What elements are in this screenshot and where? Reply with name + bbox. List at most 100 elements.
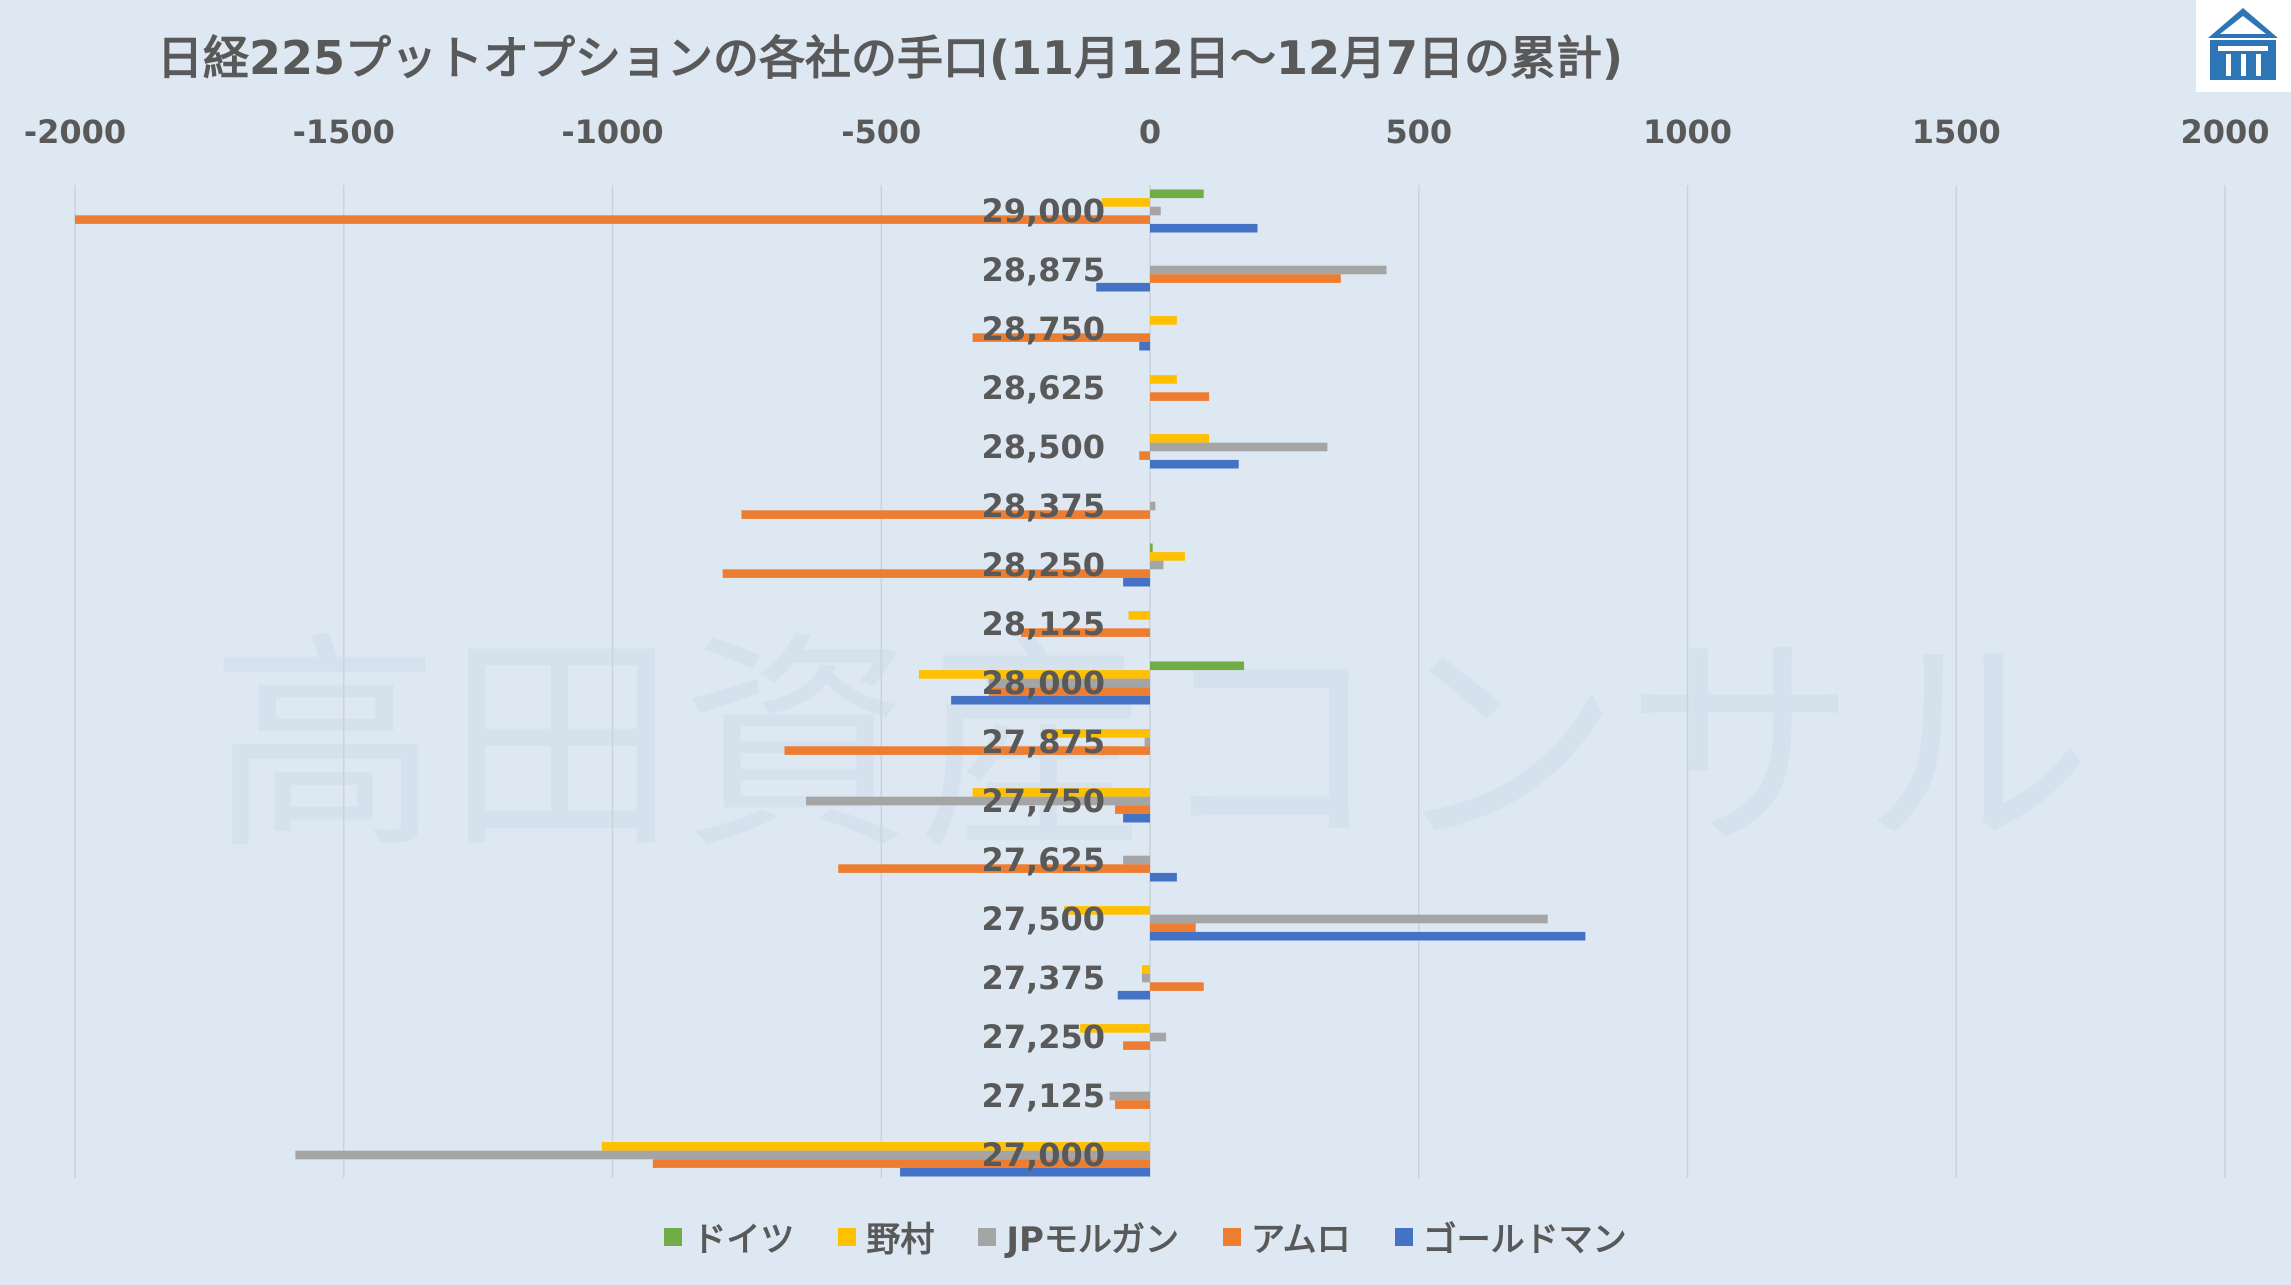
- bar-1-16: [601, 1142, 1150, 1151]
- bar-2-1: [1150, 265, 1387, 275]
- bar-1-4: [1150, 434, 1210, 443]
- x-tick-label: -1000: [561, 113, 663, 151]
- bar-2-13: [1141, 973, 1150, 983]
- bar-4-4: [1150, 459, 1239, 469]
- bar-0-6: [1150, 543, 1153, 553]
- legend-label: アムロ: [1250, 1220, 1351, 1260]
- legend-label: ドイツ: [692, 1220, 795, 1260]
- category-label: 28,750: [982, 310, 1105, 348]
- chart-title: 日経225プットオプションの各社の手口(11月12日～12月7日の累計): [156, 31, 1624, 85]
- bar-2-10: [806, 796, 1150, 806]
- legend-item: ゴールドマン: [1394, 1212, 1627, 1261]
- bar-4-1: [1096, 282, 1150, 292]
- legend-swatch: [1222, 1227, 1241, 1246]
- bar-3-14: [1123, 1041, 1150, 1050]
- category-label: 29,000: [982, 192, 1105, 230]
- bar-3-12: [1150, 923, 1196, 932]
- x-tick-label: 1500: [1912, 113, 2001, 151]
- company-logo-icon: [2196, 0, 2291, 92]
- bar-3-15: [1115, 1100, 1150, 1109]
- x-tick-label: 1000: [1643, 113, 1732, 151]
- x-tick-label: 0: [1139, 113, 1161, 151]
- bar-4-6: [1123, 577, 1150, 587]
- x-tick-label: 2000: [2180, 113, 2269, 151]
- category-label: 27,250: [982, 1018, 1105, 1056]
- legend-label: ゴールドマン: [1422, 1220, 1627, 1260]
- bar-3-8: [988, 687, 1150, 696]
- bar-4-0: [1150, 223, 1258, 233]
- bar-2-5: [1150, 501, 1156, 511]
- category-label: 27,000: [982, 1136, 1105, 1174]
- bar-1-14: [1080, 1024, 1150, 1033]
- gridlines: [74, 185, 2226, 1178]
- bar-3-13: [1150, 982, 1204, 991]
- bar-3-1: [1150, 274, 1341, 283]
- bar-2-14: [1150, 1032, 1167, 1042]
- bar-4-2: [1139, 341, 1150, 351]
- bar-3-7: [1021, 628, 1150, 637]
- bar-2-9: [1144, 737, 1150, 747]
- bar-4-16: [900, 1167, 1150, 1177]
- bar-3-4: [1139, 451, 1150, 460]
- bar-1-13: [1141, 965, 1150, 974]
- watermark-text: 高田資産コンサル: [210, 614, 2099, 881]
- bar-4-11: [1150, 872, 1177, 882]
- x-tick-label: -2000: [24, 113, 126, 151]
- legend-item: JPモルガン: [978, 1212, 1179, 1261]
- x-tick-label: -1500: [293, 113, 395, 151]
- bar-0-0: [1150, 189, 1204, 199]
- bar-2-11: [1123, 855, 1150, 865]
- bar-chart: -2000 -1500 -1000 -500 0 500 1000 1500 2000 29,0…: [24, 113, 2270, 1178]
- category-label: 28,875: [982, 251, 1105, 289]
- bar-2-12: [1150, 914, 1548, 924]
- bar-4-10: [1123, 813, 1150, 823]
- legend-swatch: [664, 1227, 683, 1246]
- category-label: 27,125: [982, 1077, 1105, 1115]
- bar-4-8: [951, 695, 1150, 705]
- bars: [75, 189, 1586, 1177]
- bar-2-16: [295, 1150, 1150, 1160]
- category-labels: 29,000 28,875 28,750 28,625 28,500 28,375 28,2…: [982, 192, 1105, 1174]
- bar-1-7: [1128, 611, 1150, 620]
- bar-2-8: [988, 678, 1150, 688]
- bar-1-8: [918, 670, 1150, 679]
- category-label: 28,500: [982, 428, 1105, 466]
- bar-2-15: [1109, 1091, 1150, 1101]
- category-label: 28,000: [982, 664, 1105, 702]
- legend-swatch: [1394, 1227, 1413, 1246]
- bar-3-9: [784, 746, 1150, 755]
- x-tick-label: 500: [1385, 113, 1452, 151]
- bar-4-13: [1117, 990, 1150, 1000]
- bar-3-10: [1115, 805, 1150, 814]
- category-label: 27,750: [982, 782, 1105, 820]
- category-label: 27,375: [982, 959, 1105, 997]
- legend-swatch: [838, 1227, 857, 1246]
- bar-0-8: [1150, 661, 1245, 671]
- legend: ドイツ 野村 JPモルガン アムロ ゴールドマン: [0, 1212, 2291, 1261]
- bar-3-0: [75, 215, 1150, 224]
- bar-1-0: [1101, 198, 1150, 207]
- category-label: 27,625: [982, 841, 1105, 879]
- x-tick-label: -500: [841, 113, 921, 151]
- category-label: 28,625: [982, 369, 1105, 407]
- bar-1-2: [1150, 316, 1177, 325]
- bar-3-11: [838, 864, 1150, 873]
- x-axis-tick-labels: -2000 -1500 -1000 -500 0 500 1000 1500 2000: [24, 113, 2270, 151]
- category-label: 28,250: [982, 546, 1105, 584]
- legend-item: アムロ: [1222, 1212, 1351, 1261]
- bar-4-12: [1150, 931, 1586, 941]
- bar-3-6: [722, 569, 1150, 578]
- legend-swatch: [978, 1227, 997, 1246]
- bar-3-3: [1150, 392, 1210, 401]
- bar-2-6: [1150, 560, 1164, 570]
- category-label: 27,500: [982, 900, 1105, 938]
- bar-2-4: [1150, 442, 1328, 452]
- bar-1-9: [1042, 729, 1150, 738]
- bar-3-16: [652, 1159, 1150, 1168]
- legend-label: JPモルガン: [1006, 1220, 1179, 1260]
- legend-label: 野村: [866, 1220, 935, 1260]
- legend-item: ドイツ: [664, 1212, 794, 1261]
- bar-3-2: [972, 333, 1150, 342]
- bar-2-0: [1150, 206, 1161, 216]
- bar-1-6: [1150, 552, 1185, 561]
